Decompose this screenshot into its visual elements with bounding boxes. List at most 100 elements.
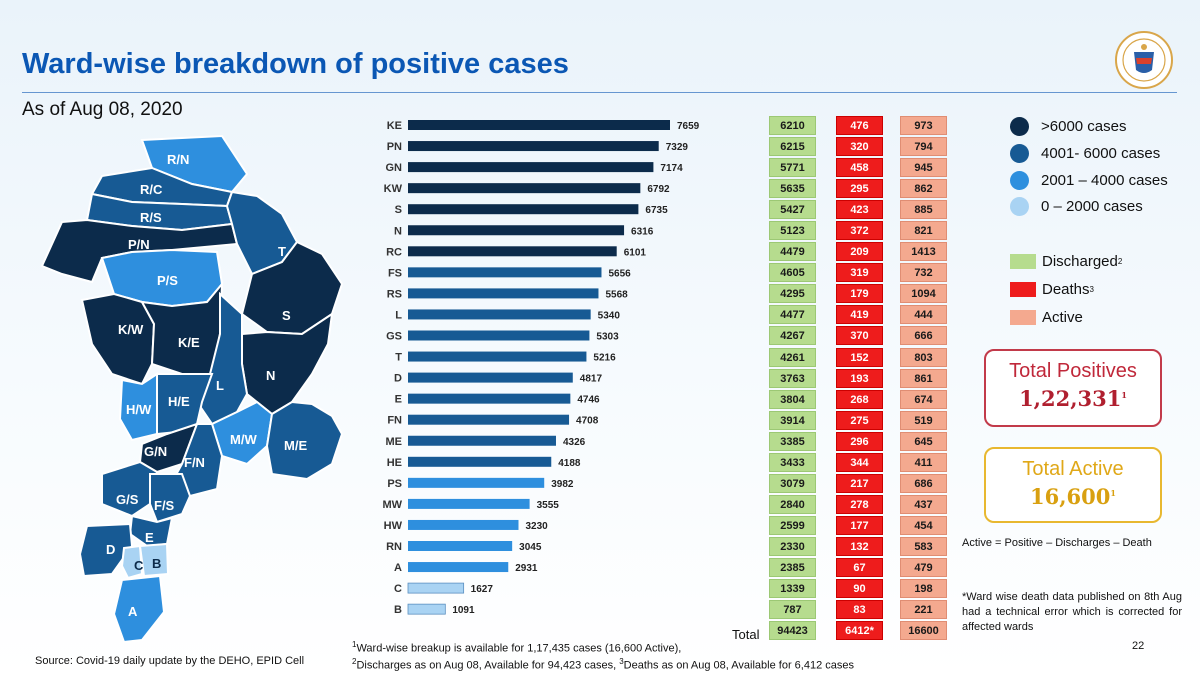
legend-swatch	[1010, 197, 1029, 216]
table-cell: 132	[836, 536, 883, 556]
category-label: D	[394, 373, 402, 385]
table-cell: 666	[900, 326, 947, 346]
map-label: L	[216, 378, 224, 393]
legend-label: 2001 – 4000 cases	[1041, 172, 1168, 189]
map-label: T	[278, 244, 286, 259]
category-label: N	[394, 225, 402, 237]
bar-mw	[408, 498, 530, 509]
map-label: R/N	[167, 152, 189, 167]
map-label: K/W	[118, 322, 144, 337]
table-cell: 3385	[769, 431, 816, 451]
table-cell: 2840	[769, 494, 816, 514]
legend-swatch	[1010, 282, 1036, 297]
table-cell: 479	[900, 557, 947, 577]
bar-value-label: 7329	[666, 142, 689, 153]
page-number: 22	[1132, 640, 1145, 652]
table-cell: 193	[836, 368, 883, 388]
ward-region-kw	[80, 292, 156, 386]
table-cell: 5635	[769, 179, 816, 199]
table-cell: 278	[836, 494, 883, 514]
table-cell: 5123	[769, 221, 816, 241]
map-label: F/N	[184, 455, 205, 470]
legend-swatch	[1010, 171, 1029, 190]
ward-region-c	[120, 544, 144, 580]
bar-value-label: 1091	[452, 605, 475, 616]
category-label: MW	[382, 499, 402, 511]
category-label: ME	[386, 436, 403, 448]
table-cell: 2385	[769, 557, 816, 577]
map-label: G/N	[144, 444, 167, 459]
category-label: PS	[387, 478, 402, 490]
table-cell: 945	[900, 158, 947, 178]
table-cell: 861	[900, 368, 947, 388]
bar-rn	[408, 541, 513, 551]
discharged-column: 6210 6215 5771 5635 5427 5123 4479 4605 4295 4477…	[769, 116, 816, 642]
table-cell: 1094	[900, 284, 947, 304]
table-cell: 411	[900, 452, 947, 472]
ward-bar-chart: KE 7659 PN 7329 GN 7174 KW 6792 S 6735 N 6316 RC 6101…	[382, 120, 700, 616]
table-cell: 275	[836, 410, 883, 430]
bar-value-label: 1627	[471, 584, 494, 595]
bar-l	[408, 309, 591, 320]
map-label: S	[282, 308, 291, 323]
table-cell: 67	[836, 557, 883, 577]
total-positives-value: 1,22,3311	[1019, 386, 1127, 411]
legend-label: 0 – 2000 cases	[1041, 198, 1143, 215]
table-total-cell: 6412*	[836, 621, 883, 641]
ward-map: R/N R/C R/S P/N P/S T K/W K/E S N L H/W …	[40, 134, 344, 644]
legend-sup: 2	[1117, 257, 1123, 266]
bar-pn	[408, 141, 659, 152]
bar-s	[408, 204, 639, 215]
active-formula: Active = Positive – Discharges – Death	[962, 537, 1152, 549]
table-cell: 444	[900, 305, 947, 325]
legend-item-discharged: Discharged 2	[1010, 253, 1122, 270]
bar-value-label: 7659	[677, 121, 700, 132]
category-label: L	[395, 309, 402, 321]
table-cell: 2599	[769, 515, 816, 535]
table-cell: 90	[836, 579, 883, 599]
deaths-column: 476 320 458 295 423 372 209 319 179 419 370 152 193 2…	[836, 116, 883, 642]
footnote-1: 1Ward-wise breakup is available for 1,17…	[352, 640, 682, 655]
category-label: HW	[384, 520, 403, 532]
bar-gn	[408, 162, 654, 173]
table-cell: 4267	[769, 326, 816, 346]
table-cell: 862	[900, 179, 947, 199]
category-label: B	[394, 604, 402, 616]
ward-region-he	[156, 373, 214, 436]
bar-value-label: 5303	[596, 332, 619, 343]
table-cell: 5427	[769, 200, 816, 220]
legend-label: Discharged	[1042, 253, 1118, 270]
table-cell: 3804	[769, 389, 816, 409]
legend-label: Deaths	[1042, 281, 1090, 298]
bar-he	[408, 456, 552, 467]
table-cell: 177	[836, 515, 883, 535]
table-total-cell: 16600	[900, 621, 947, 641]
table-cell: 6210	[769, 116, 816, 135]
category-label: KW	[384, 183, 403, 195]
table-cell: 4477	[769, 305, 816, 325]
bar-value-label: 4188	[558, 458, 581, 469]
table-cell: 320	[836, 137, 883, 157]
bar-b	[407, 603, 446, 615]
table-cell: 372	[836, 221, 883, 241]
table-cell: 83	[836, 600, 883, 620]
map-labels: R/N R/C R/S P/N P/S T K/W K/E S N L H/W …	[106, 152, 307, 619]
table-cell: 732	[900, 263, 947, 283]
bar-n	[408, 225, 625, 236]
map-label: A	[128, 604, 138, 619]
table-cell: 885	[900, 200, 947, 220]
category-label: C	[394, 583, 402, 595]
table-cell: 458	[836, 158, 883, 178]
ward-region-gs	[101, 460, 159, 518]
category-label: RS	[387, 288, 402, 300]
table-cell: 3763	[769, 368, 816, 388]
table-cell: 787	[769, 600, 816, 620]
table-cell: 152	[836, 347, 883, 367]
ward-region-me	[265, 400, 344, 481]
category-label: RC	[386, 246, 402, 258]
table-cell: 1413	[900, 242, 947, 262]
table-cell: 221	[900, 600, 947, 620]
bar-gs	[408, 330, 590, 341]
total-positives-label: Total Positives	[1009, 360, 1137, 382]
table-cell: 6215	[769, 137, 816, 157]
